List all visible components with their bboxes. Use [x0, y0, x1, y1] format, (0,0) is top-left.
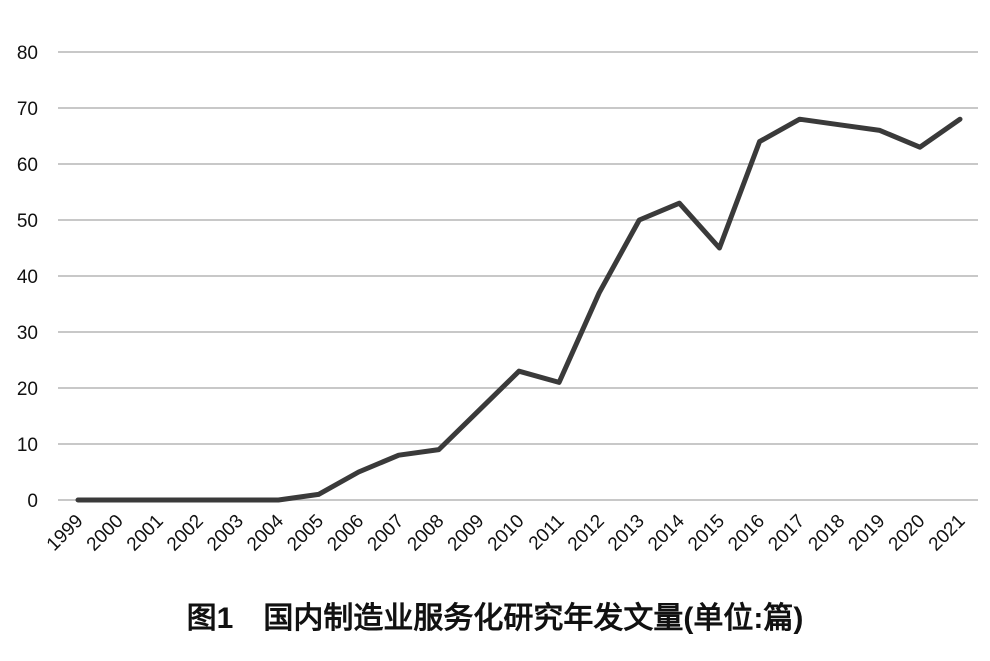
x-tick-label: 2005: [283, 511, 328, 556]
x-tick-label: 2018: [805, 511, 850, 556]
x-tick-label: 2006: [323, 511, 368, 556]
x-tick-label: 2014: [644, 510, 689, 555]
x-tick-label: 2003: [203, 511, 248, 556]
x-tick-label: 2001: [123, 511, 168, 556]
y-tick-label: 10: [17, 435, 38, 456]
x-tick-label: 2000: [83, 511, 128, 556]
data-line: [75, 116, 963, 503]
x-tick-label: 2007: [364, 511, 409, 556]
y-tick-label: 30: [17, 323, 38, 344]
x-tick-label: 2010: [484, 511, 529, 556]
x-tick-label: 2016: [724, 511, 769, 556]
y-tick-label: 60: [17, 155, 38, 176]
x-tick-label: 2013: [604, 511, 649, 556]
x-tick-label: 2020: [885, 511, 930, 556]
x-tick-label: 2008: [404, 511, 449, 556]
y-tick-label: 0: [27, 491, 38, 512]
chart-title: 图1 国内制造业服务化研究年发文量(单位:篇): [187, 601, 804, 635]
x-tick-label: 2017: [764, 511, 809, 556]
x-tick-label: 2011: [525, 511, 569, 555]
y-tick-label: 20: [17, 379, 38, 400]
x-tick-label: 2002: [163, 511, 208, 556]
y-tick-label: 70: [17, 99, 38, 120]
y-tick-label: 50: [17, 211, 38, 232]
y-tick-label: 40: [17, 267, 38, 288]
x-tick-label: 2012: [564, 511, 609, 556]
x-tick-label: 2015: [684, 511, 729, 556]
x-tick-label: 2019: [845, 511, 890, 556]
x-tick-label: 1999: [43, 511, 88, 556]
x-tick-label: 2021: [925, 511, 970, 556]
x-tick-label: 2009: [444, 511, 489, 556]
y-tick-label: 80: [17, 43, 38, 64]
x-tick-label: 2004: [243, 510, 288, 555]
